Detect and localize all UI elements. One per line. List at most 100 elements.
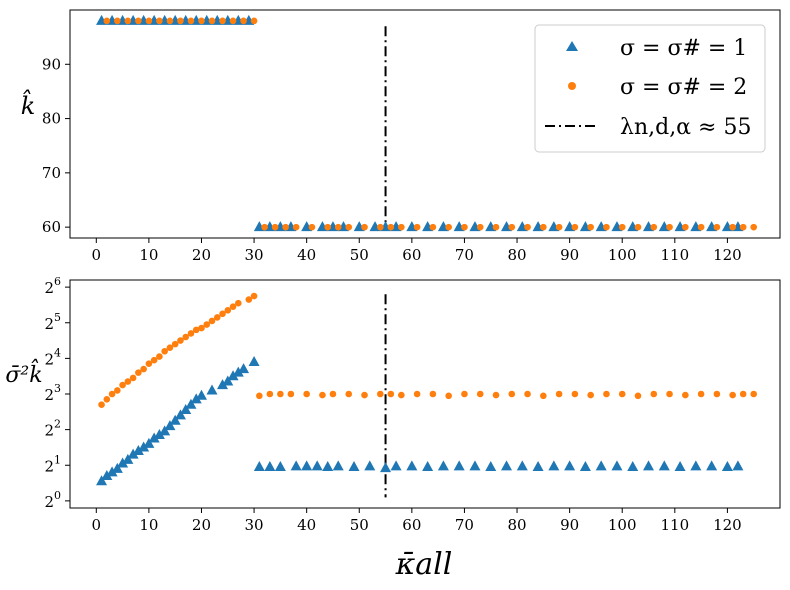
bottom-point-sigma-1 (548, 460, 560, 471)
bottom-point-sigma-1 (190, 393, 202, 404)
top-point-sigma-2 (250, 17, 258, 25)
bottom-panel: 0 10 20 30 40 50 60 70 80 90 100 110 120 20 21 22 23 24 25… (44, 275, 758, 534)
top-point-sigma-2 (361, 223, 368, 231)
top-point-sigma-2 (603, 223, 610, 231)
bottom-point-sigma-1 (127, 448, 139, 459)
bottom-y-tick-label: 21 (44, 453, 61, 475)
bottom-point-sigma-1 (253, 461, 265, 472)
top-point-sigma-2 (666, 223, 673, 231)
legend: σ = σ# = 1 σ = σ# = 2 λn,d,α ≈ 55 (534, 24, 766, 153)
bottom-x-axis-label: κ̄all (395, 547, 453, 582)
bottom-point-sigma-1 (485, 461, 497, 472)
bottom-point-sigma-2 (245, 296, 253, 303)
bottom-point-sigma-1 (174, 409, 186, 420)
bottom-point-sigma-2 (114, 387, 121, 394)
bottom-point-sigma-2 (618, 390, 626, 398)
top-y-axis-label: k̂ (21, 89, 36, 120)
svg-text:k̂: k̂ (21, 89, 36, 120)
bottom-point-sigma-2 (171, 340, 179, 348)
bottom-point-sigma-2 (161, 347, 168, 355)
bottom-point-sigma-1 (437, 460, 449, 471)
top-point-sigma-2 (739, 223, 747, 231)
bottom-point-sigma-1 (222, 375, 234, 386)
top-point-sigma-2 (292, 223, 300, 231)
bottom-point-sigma-2 (156, 353, 163, 360)
bottom-point-sigma-2 (124, 378, 132, 385)
bottom-point-sigma-2 (634, 392, 642, 400)
top-point-sigma-2 (413, 223, 421, 231)
bottom-x-tick-label: 110 (660, 516, 689, 534)
top-point-sigma-2 (555, 223, 563, 231)
bottom-point-sigma-2 (329, 390, 337, 398)
top-point-sigma-2 (729, 223, 736, 231)
top-point-sigma-2 (187, 17, 195, 25)
legend-circle-marker (568, 82, 576, 90)
bottom-point-sigma-1 (132, 445, 144, 455)
top-x-tick-label: 20 (192, 246, 211, 264)
top-x-tick-label: 120 (713, 246, 742, 264)
bottom-point-sigma-1 (227, 370, 239, 381)
bottom-y-tick-label: 26 (44, 275, 61, 297)
bottom-point-sigma-2 (98, 401, 105, 408)
top-point-sigma-2 (124, 17, 132, 25)
bottom-point-sigma-2 (587, 391, 594, 399)
bottom-point-sigma-1 (501, 460, 513, 471)
bottom-x-tick-label: 20 (192, 516, 211, 534)
legend-label-sigma-2: σ = σ# = 2 (620, 75, 747, 100)
bottom-point-sigma-2 (140, 365, 147, 373)
bottom-x-tick-label: 30 (245, 516, 264, 534)
bottom-point-sigma-2 (713, 390, 721, 398)
bottom-point-sigma-1 (364, 460, 376, 471)
top-point-sigma-2 (282, 223, 289, 231)
bottom-point-sigma-1 (348, 461, 360, 472)
top-x-tick-label: 70 (455, 246, 474, 264)
top-y-tick-label: 80 (42, 110, 61, 128)
bottom-point-sigma-2 (129, 374, 137, 382)
top-point-sigma-2 (492, 223, 500, 231)
bottom-point-sigma-1 (390, 460, 402, 471)
bottom-x-tick-label: 120 (713, 516, 742, 534)
bottom-point-sigma-1 (148, 432, 160, 443)
bottom-point-sigma-2 (119, 381, 126, 389)
bottom-x-tick-label: 80 (507, 516, 526, 534)
top-point-sigma-2 (114, 17, 121, 25)
bottom-point-sigma-2 (135, 369, 142, 376)
bottom-point-sigma-2 (387, 390, 395, 398)
bottom-y-tick-label: 23 (44, 382, 61, 404)
bottom-x-tick-label: 40 (297, 516, 316, 534)
bottom-point-sigma-2 (208, 317, 216, 325)
bottom-point-sigma-2 (524, 390, 531, 398)
legend-label-sigma-1: σ = σ# = 1 (620, 36, 747, 61)
bottom-point-sigma-1 (406, 460, 418, 471)
top-point-sigma-2 (240, 17, 247, 25)
bottom-point-sigma-1 (380, 462, 392, 473)
bottom-y-tick-label: 22 (44, 418, 61, 440)
bottom-point-sigma-1 (111, 462, 123, 473)
top-point-sigma-2 (587, 223, 594, 231)
bottom-y-tick-label: 20 (44, 489, 61, 511)
bottom-point-sigma-1 (332, 460, 344, 471)
top-x-tick-label: 40 (297, 246, 316, 264)
bottom-point-sigma-1 (264, 461, 276, 472)
bottom-point-sigma-1 (159, 425, 171, 436)
top-point-sigma-2 (156, 17, 163, 25)
bottom-point-sigma-1 (143, 437, 155, 448)
top-point-sigma-2 (145, 17, 153, 25)
bottom-point-sigma-2 (319, 391, 326, 399)
top-point-sigma-2 (713, 223, 721, 231)
top-x-tick-label: 100 (608, 246, 637, 264)
bottom-point-sigma-2 (145, 360, 153, 368)
top-point-sigma-2 (229, 17, 237, 25)
top-x-tick-label: 90 (560, 246, 579, 264)
bottom-x-tick-label: 50 (350, 516, 369, 534)
top-point-sigma-2 (398, 223, 405, 231)
bottom-point-sigma-2 (108, 390, 116, 398)
top-point-sigma-2 (177, 17, 184, 25)
bottom-point-sigma-2 (229, 303, 237, 311)
bottom-point-sigma-2 (540, 392, 547, 400)
top-x-tick-label: 60 (402, 246, 421, 264)
top-point-sigma-2 (508, 223, 516, 231)
bottom-point-sigma-1 (453, 460, 465, 471)
bottom-y-axis-label: σ̄²k̂ (5, 359, 42, 388)
top-x-tick-label: 80 (507, 246, 526, 264)
